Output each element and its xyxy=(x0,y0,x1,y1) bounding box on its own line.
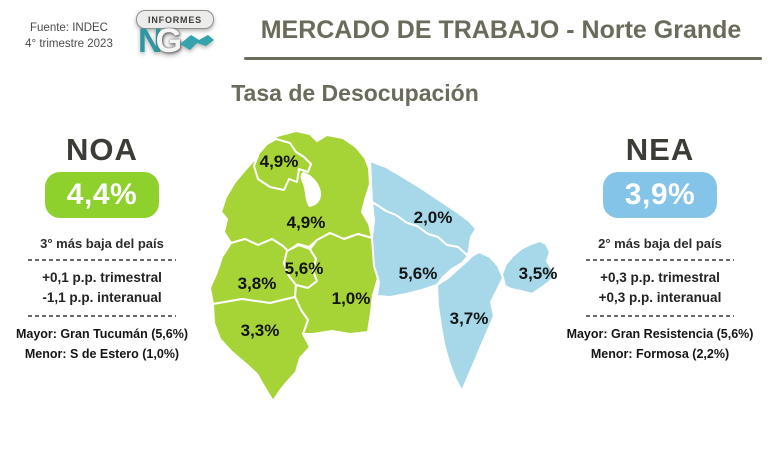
nea-interannual-change: +0,3 p.p. interanual xyxy=(598,290,722,305)
dashed-separator xyxy=(28,259,176,261)
map-svg: 4,9% 4,9% 2,0% 5,6% 3,8% 5,6% 3,5% 1,0% … xyxy=(209,130,558,402)
nea-extremes: Mayor: Gran Resistencia (5,6%) Menor: Fo… xyxy=(556,324,764,364)
map-label-chaco: 5,6% xyxy=(399,264,438,283)
source-note: Fuente: INDEC 4° trimestre 2023 xyxy=(10,20,128,52)
chart-title: Tasa de Desocupación xyxy=(231,80,479,106)
map-label-salta: 4,9% xyxy=(287,213,326,232)
province-corrientes xyxy=(436,251,504,392)
noa-quarterly-change: +0,1 p.p. trimestral xyxy=(42,270,162,285)
page-title: MERCADO DE TRABAJO - Norte Grande xyxy=(260,16,742,44)
nea-rate-badge: 3,9% xyxy=(603,172,717,218)
map-label-jujuy: 4,9% xyxy=(260,152,299,171)
informes-ng-logo: INFORMES NG xyxy=(130,6,220,68)
province-santiago-del-estero xyxy=(294,232,379,335)
noa-region-name: NOA xyxy=(66,132,138,167)
period-line: 4° trimestre 2023 xyxy=(25,38,113,50)
noa-highest: Mayor: Gran Tucumán (5,6%) xyxy=(15,327,189,341)
nea-panel: NEA 3,9% 2° más baja del país +0,3 p.p. … xyxy=(556,132,764,364)
nea-region-name: NEA xyxy=(625,132,695,167)
dashed-separator xyxy=(586,259,734,261)
nea-rank-note: 2° más baja del país xyxy=(598,236,722,251)
norte-grande-map: 4,9% 4,9% 2,0% 5,6% 3,8% 5,6% 3,5% 1,0% … xyxy=(200,120,580,450)
border-notch xyxy=(300,172,322,207)
nea-highest: Mayor: Gran Resistencia (5,6%) xyxy=(566,327,754,341)
map-label-la-rioja: 3,3% xyxy=(241,321,280,340)
province-la-rioja xyxy=(212,296,311,402)
logo-wordmark: INFORMES xyxy=(136,10,214,29)
logo-letter-g: G xyxy=(155,22,183,60)
noa-panel: NOA 4,4% 3° más baja del país +0,1 p.p. … xyxy=(4,132,200,364)
noa-interannual-change: -1,1 p.p. interanual xyxy=(42,290,162,305)
map-label-misiones: 3,5% xyxy=(519,264,558,283)
dashed-separator xyxy=(586,315,734,317)
map-label-tucuman: 5,6% xyxy=(285,259,324,278)
noa-rank-note: 3° más baja del país xyxy=(40,236,164,251)
map-label-catamarca: 3,8% xyxy=(238,274,277,293)
title-underline xyxy=(244,57,762,60)
noa-lowest: Menor: S de Estero (1,0%) xyxy=(24,347,180,361)
province-misiones xyxy=(501,240,557,295)
noa-rate-badge: 4,4% xyxy=(45,172,159,218)
nea-lowest: Menor: Formosa (2,2%) xyxy=(590,347,730,361)
region-arrow-icon xyxy=(180,35,214,50)
dashed-separator xyxy=(28,315,176,317)
province-jujuy xyxy=(253,138,312,191)
province-catamarca xyxy=(209,238,297,305)
nea-quarterly-change: +0,3 p.p. trimestral xyxy=(600,270,720,285)
noa-extremes: Mayor: Gran Tucumán (5,6%) Menor: S de E… xyxy=(4,324,200,364)
logo-initials: NG xyxy=(138,20,182,62)
source-line: Fuente: INDEC xyxy=(30,22,108,34)
map-label-santiago-del-estero: 1,0% xyxy=(332,289,371,308)
province-salta xyxy=(220,130,373,252)
map-label-corrientes: 3,7% xyxy=(450,309,489,328)
map-label-formosa: 2,0% xyxy=(414,208,453,227)
logo-letter-n: N xyxy=(138,22,163,60)
province-chaco xyxy=(371,201,469,298)
